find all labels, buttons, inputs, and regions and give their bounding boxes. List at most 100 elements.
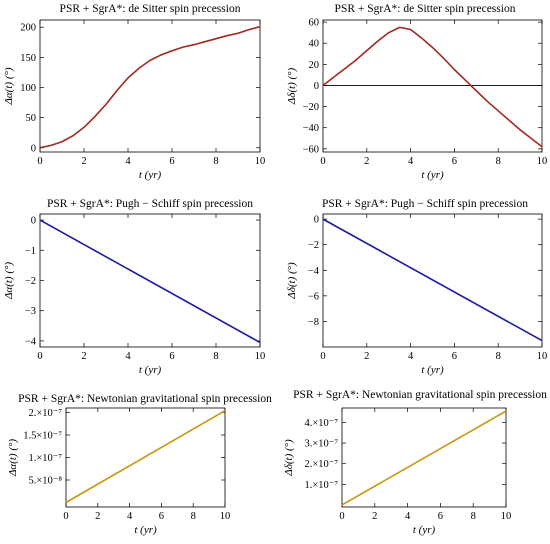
- plot-frame: [341, 407, 507, 508]
- x-tick-label: 4: [127, 511, 133, 522]
- x-tick-label: 2: [81, 156, 86, 167]
- chart-title: PSR + SgrA*: Newtonian gravitational spi…: [18, 393, 272, 405]
- y-tick-label: 1.×10⁻⁷: [305, 480, 339, 491]
- y-tick-label: −2: [308, 240, 319, 251]
- y-axis-label: Δα(t) (°): [3, 67, 15, 105]
- y-axis-label: Δδ(t) (°): [286, 262, 298, 300]
- series-line-1: [322, 218, 543, 342]
- chart-title: PSR + SgrA*: Newtonian gravitational spi…: [293, 389, 547, 401]
- y-tick-label: 5.×10⁻⁸: [29, 476, 63, 487]
- series-line-1: [341, 410, 507, 506]
- y-tick-label: −3: [25, 306, 36, 317]
- series-line-1: [39, 25, 261, 149]
- y-tick-label: −1: [25, 246, 36, 257]
- x-tick-label: 0: [37, 156, 42, 167]
- y-tick-label: 0: [31, 143, 36, 154]
- y-axis-label: Δα(t) (°): [3, 262, 15, 300]
- x-tick-label: 8: [213, 156, 218, 167]
- y-tick-label: −6: [308, 291, 319, 302]
- x-axis-label: t (yr): [413, 524, 436, 536]
- plot-frame: [322, 19, 543, 153]
- y-tick-label: 1.×10⁻⁷: [29, 453, 63, 464]
- x-tick-label: 0: [63, 511, 68, 522]
- y-tick-label: 0: [314, 81, 319, 92]
- x-tick-label: 10: [537, 351, 548, 362]
- x-tick-label: 4: [125, 351, 131, 362]
- y-tick-label: −4: [25, 336, 37, 347]
- x-tick-label: 6: [159, 511, 164, 522]
- y-tick-label: 3.×10⁻⁷: [305, 439, 339, 450]
- x-tick-label: 10: [501, 511, 512, 522]
- y-tick-label: −2: [25, 276, 36, 287]
- chart-panel-1: PSR + SgrA*: de Sitter spin precession 0 2…: [3, 3, 265, 181]
- y-tick-label: −8: [308, 317, 319, 328]
- x-tick-label: 0: [339, 511, 344, 522]
- chart-title: PSR + SgrA*: Pugh − Schiff spin precessi…: [322, 198, 528, 210]
- x-tick-label: 10: [255, 351, 266, 362]
- plot-frame: [322, 213, 543, 348]
- y-tick-label: 60: [309, 18, 320, 29]
- chart-panel-4: PSR + SgrA*: Pugh − Schiff spin precessi…: [286, 198, 547, 376]
- x-tick-label: 6: [452, 351, 457, 362]
- x-tick-label: 2: [364, 351, 369, 362]
- y-tick-label: −4: [308, 266, 320, 277]
- x-tick-label: 8: [496, 351, 501, 362]
- y-tick-label: 1.5×10⁻⁷: [23, 431, 62, 442]
- x-axis-label: t (yr): [134, 524, 157, 536]
- y-tick-label: 0: [31, 216, 36, 227]
- x-tick-label: 8: [496, 156, 501, 167]
- y-tick-label: 4.×10⁻⁷: [305, 418, 339, 429]
- x-tick-label: 0: [37, 351, 42, 362]
- x-tick-label: 10: [220, 511, 231, 522]
- x-tick-label: 8: [213, 351, 218, 362]
- x-tick-label: 4: [408, 351, 414, 362]
- y-axis-label: Δα(t) (°): [7, 439, 19, 477]
- chart-title: PSR + SgrA*: de Sitter spin precession: [60, 3, 241, 15]
- chart-panel-3: PSR + SgrA*: Pugh − Schiff spin precessi…: [3, 198, 265, 376]
- x-tick-label: 2: [372, 511, 377, 522]
- x-tick-label: 6: [169, 351, 174, 362]
- y-tick-label: −60: [303, 144, 319, 155]
- chart-panel-2: PSR + SgrA*: de Sitter spin precession 0 2…: [286, 3, 547, 181]
- x-tick-label: 0: [320, 351, 325, 362]
- x-tick-label: 2: [364, 156, 369, 167]
- x-tick-label: 8: [471, 511, 476, 522]
- series-line-1: [65, 410, 226, 504]
- x-tick-label: 2: [95, 511, 100, 522]
- x-tick-label: 4: [125, 156, 131, 167]
- x-axis-label: t (yr): [139, 169, 162, 181]
- y-tick-label: 100: [20, 83, 36, 94]
- x-tick-label: 4: [405, 511, 411, 522]
- x-axis-label: t (yr): [139, 364, 162, 376]
- chart-panel-6: PSR + SgrA*: Newtonian gravitational spi…: [283, 389, 547, 536]
- y-tick-label: 150: [20, 53, 36, 64]
- x-tick-label: 10: [537, 156, 548, 167]
- y-tick-label: 2.×10⁻⁷: [29, 408, 63, 419]
- x-tick-label: 6: [169, 156, 174, 167]
- series-line-1: [322, 26, 543, 148]
- series-line-1: [39, 219, 261, 344]
- y-tick-label: 2.×10⁻⁷: [305, 459, 339, 470]
- x-tick-label: 10: [255, 156, 266, 167]
- chart-panel-5: PSR + SgrA*: Newtonian gravitational spi…: [7, 393, 272, 536]
- y-tick-label: 40: [309, 39, 320, 50]
- chart-title: PSR + SgrA*: de Sitter spin precession: [335, 3, 516, 15]
- chart-title: PSR + SgrA*: Pugh − Schiff spin precessi…: [47, 198, 253, 210]
- plot-frame: [39, 19, 261, 153]
- x-tick-label: 2: [81, 351, 86, 362]
- y-tick-label: −40: [303, 123, 319, 134]
- x-tick-label: 6: [438, 511, 443, 522]
- y-tick-label: 200: [20, 23, 36, 34]
- y-tick-label: 0: [314, 215, 319, 226]
- y-axis-label: Δδ(t) (°): [283, 439, 295, 477]
- x-tick-label: 4: [408, 156, 414, 167]
- y-axis-label: Δδ(t) (°): [286, 67, 298, 105]
- x-tick-label: 8: [191, 511, 196, 522]
- y-tick-label: 20: [309, 60, 320, 71]
- x-tick-label: 0: [320, 156, 325, 167]
- x-axis-label: t (yr): [421, 169, 444, 181]
- y-tick-label: 50: [26, 113, 37, 124]
- x-axis-label: t (yr): [421, 364, 444, 376]
- y-tick-label: −20: [303, 102, 319, 113]
